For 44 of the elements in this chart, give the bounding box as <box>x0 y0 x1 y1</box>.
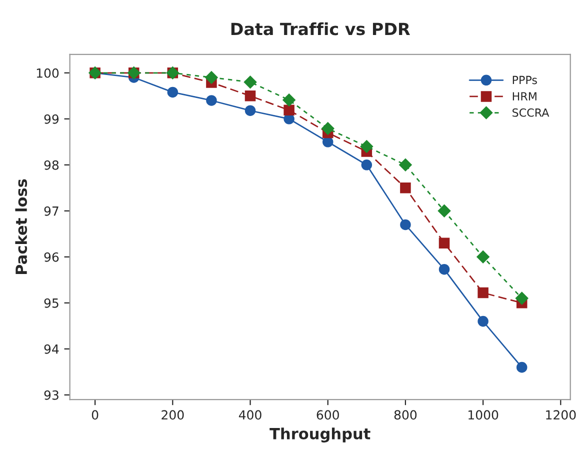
point <box>438 238 450 248</box>
x-tick-label: 0 <box>92 410 98 420</box>
x-tick-label: 400 <box>238 410 262 420</box>
point <box>516 362 528 373</box>
point <box>284 104 294 116</box>
point <box>400 219 411 230</box>
point <box>361 160 372 170</box>
point <box>244 90 256 102</box>
y-tick-label: 100 <box>36 68 59 78</box>
x-tick-label: 200 <box>162 410 184 420</box>
y-tick-label: 98 <box>44 160 59 170</box>
point <box>244 76 257 88</box>
point <box>244 105 256 116</box>
point <box>478 316 488 327</box>
x-tick-label: 800 <box>394 410 417 420</box>
point <box>438 264 450 275</box>
legend-label: HRM <box>512 92 536 100</box>
point <box>476 250 490 264</box>
point <box>321 122 334 135</box>
point <box>360 140 374 153</box>
point <box>478 287 488 298</box>
y-tick-label: 99 <box>44 114 59 124</box>
y-tick-label: 94 <box>44 344 59 354</box>
point <box>399 158 412 172</box>
x-tick-label: 1200 <box>546 410 576 420</box>
point <box>322 136 334 148</box>
point <box>515 292 528 305</box>
y-axis-title: Packet loss <box>15 179 28 274</box>
point <box>400 182 411 194</box>
legend-label: SCCRA <box>512 108 550 117</box>
y-tick-label: 93 <box>44 390 58 400</box>
y-tick-label: 96 <box>44 252 59 262</box>
x-tick-label: 1000 <box>468 410 498 420</box>
y-tick-label: 95 <box>44 298 58 308</box>
x-tick-label: 600 <box>316 410 339 420</box>
y-tick-label: 97 <box>44 206 58 216</box>
x-axis-title: Throughput <box>270 428 370 442</box>
chart-title: Data Traffic vs PDR <box>231 22 410 36</box>
point <box>438 204 451 218</box>
point <box>282 94 296 106</box>
point <box>206 95 217 106</box>
point <box>167 86 178 98</box>
legend-label: PPPs <box>512 76 537 84</box>
point <box>205 71 218 84</box>
